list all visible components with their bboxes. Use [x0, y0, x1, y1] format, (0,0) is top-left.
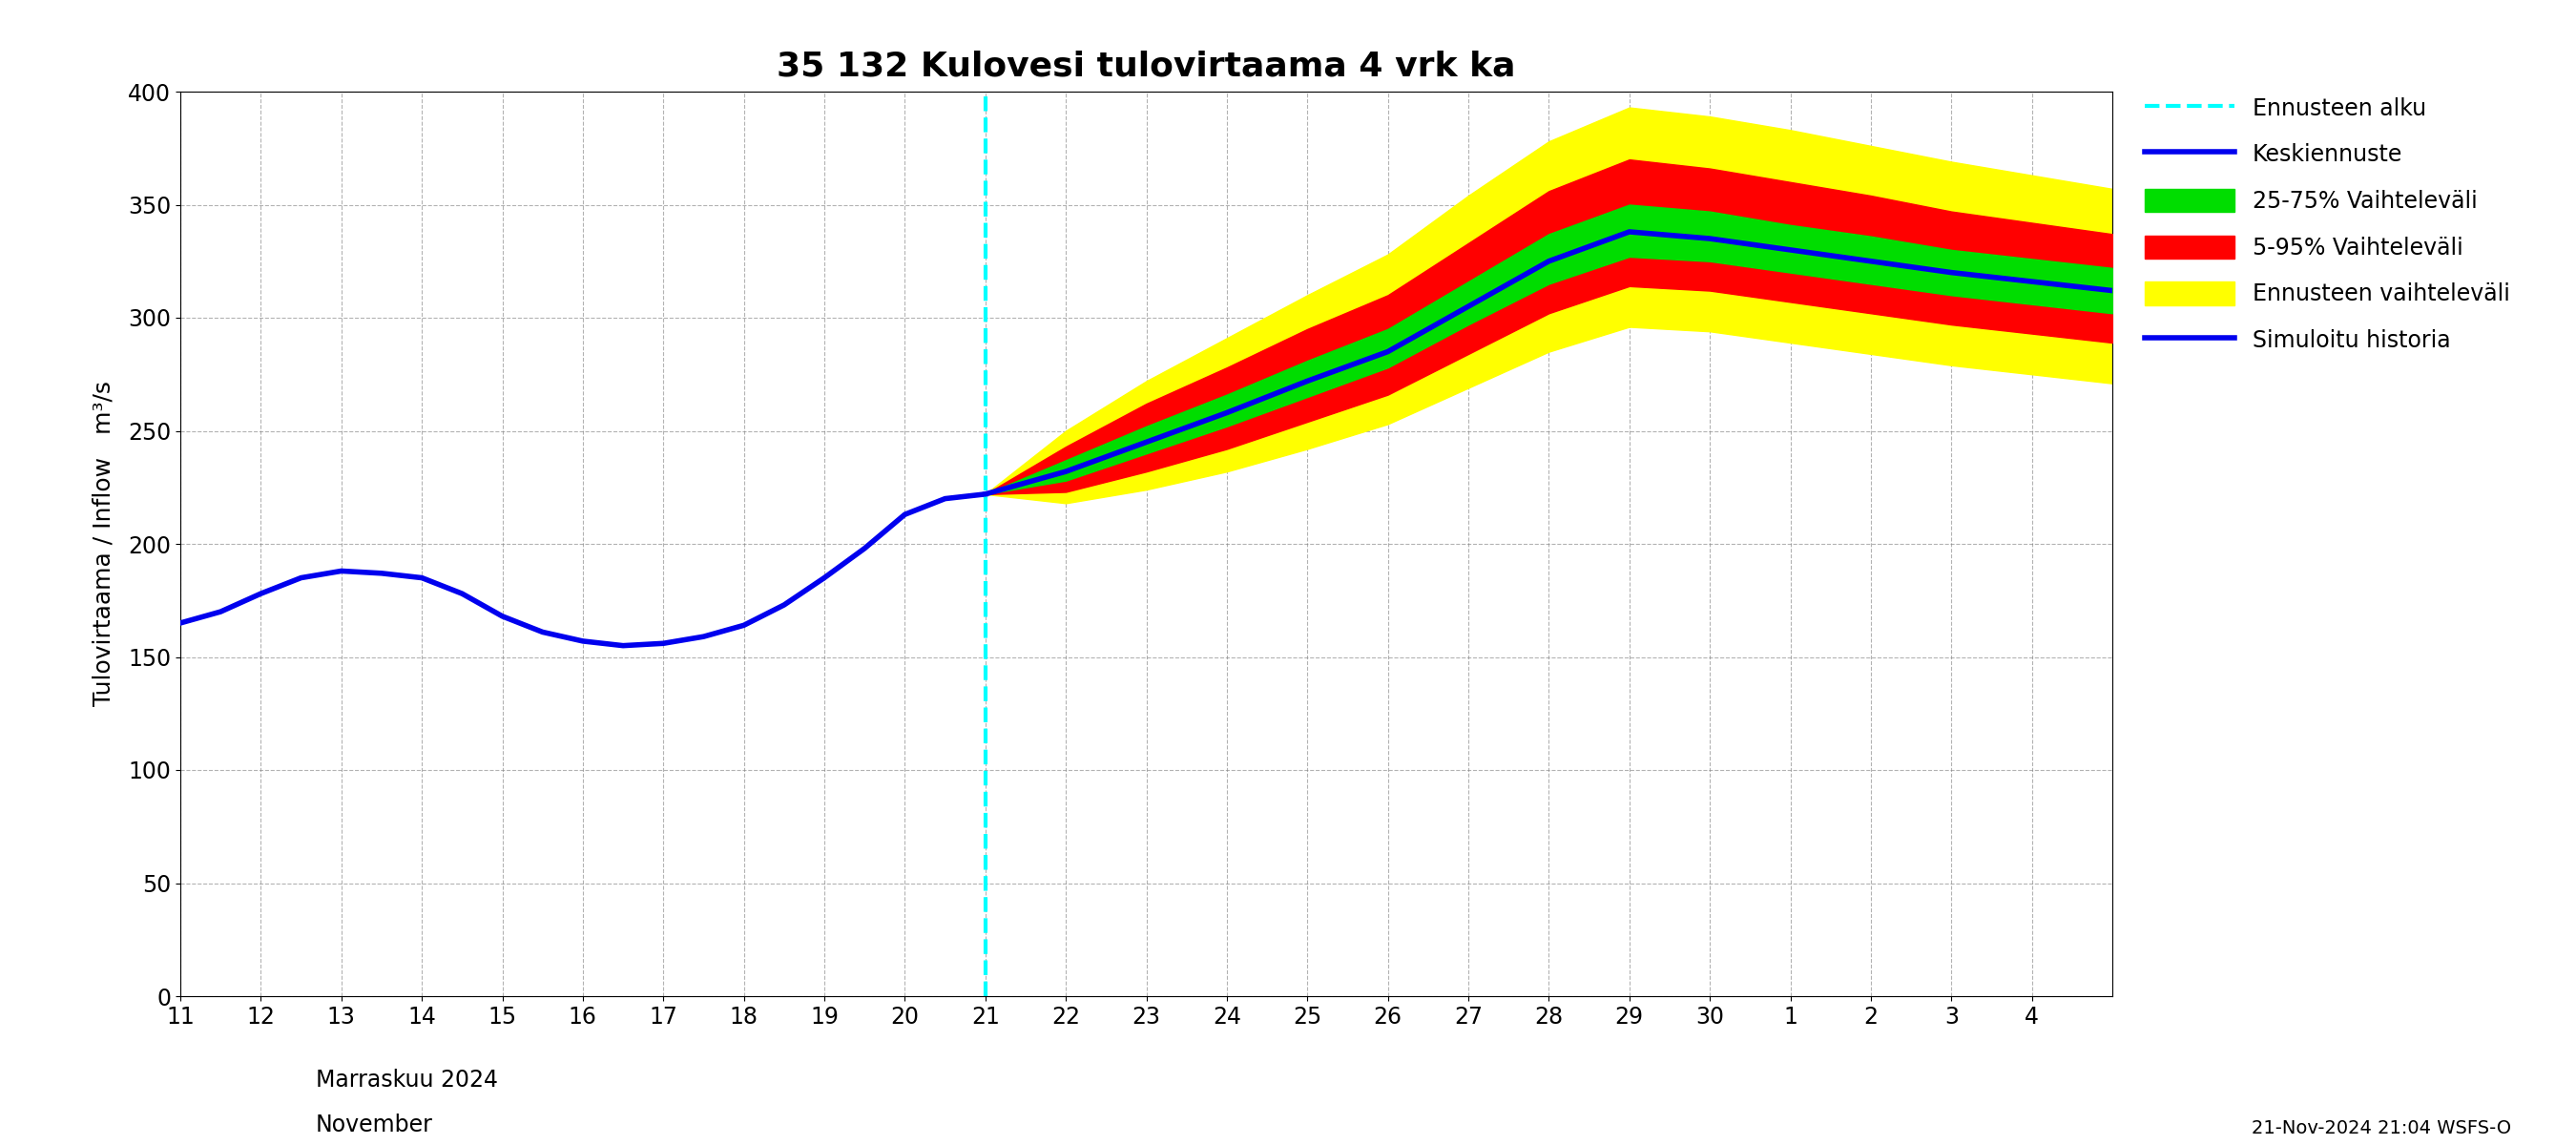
Text: November: November	[314, 1114, 433, 1137]
Title: 35 132 Kulovesi tulovirtaama 4 vrk ka: 35 132 Kulovesi tulovirtaama 4 vrk ka	[778, 50, 1515, 82]
Y-axis label: Tulovirtaama / Inflow   m³/s: Tulovirtaama / Inflow m³/s	[93, 381, 113, 706]
Text: Marraskuu 2024: Marraskuu 2024	[314, 1068, 497, 1091]
Legend: Ennusteen alku, Keskiennuste, 25-75% Vaihteleväli, 5-95% Vaihteleväli, Ennusteen: Ennusteen alku, Keskiennuste, 25-75% Vai…	[2133, 85, 2522, 363]
Text: 21-Nov-2024 21:04 WSFS-O: 21-Nov-2024 21:04 WSFS-O	[2251, 1120, 2512, 1137]
